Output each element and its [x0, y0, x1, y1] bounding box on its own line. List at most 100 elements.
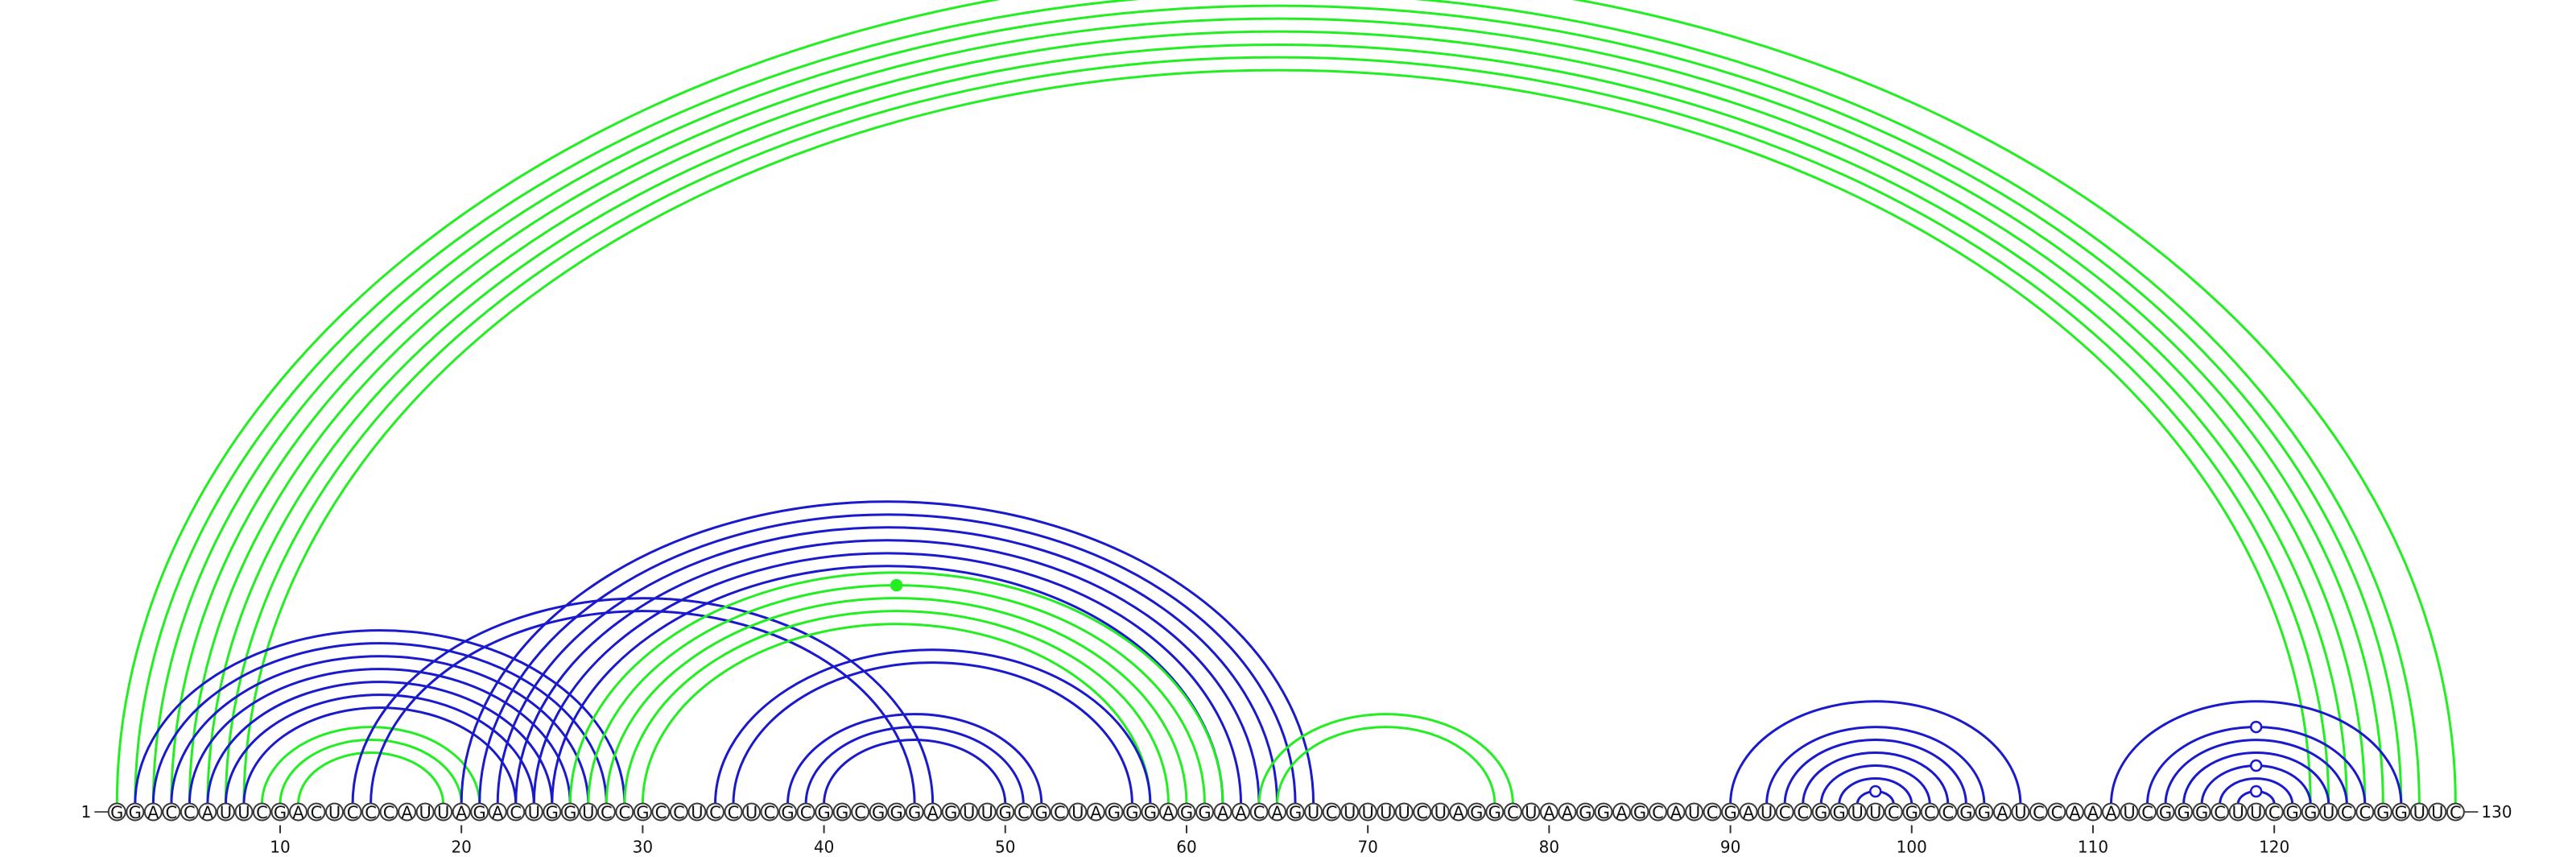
arc-38-52 — [786, 713, 1043, 805]
nucleotide-circle — [162, 802, 181, 822]
nucleotide-93: C — [1775, 802, 1794, 822]
nucleotide-letter: G — [781, 803, 794, 822]
nucleotide-letter: U — [1380, 803, 1392, 822]
nucleotide-98: U — [1866, 802, 1885, 822]
nucleotide-circle — [923, 802, 943, 822]
nucleotide-circle — [1938, 802, 1958, 822]
nucleotide-letter: U — [328, 803, 341, 822]
nucleotide-103: G — [1956, 802, 1975, 822]
nucleotide-47: G — [941, 802, 960, 822]
nucleotide-letter: G — [110, 803, 123, 822]
nucleotide-39: C — [796, 802, 815, 822]
nucleotide-88: U — [1685, 802, 1704, 822]
nucleotide-letter: G — [999, 803, 1012, 822]
nucleotide-circle — [941, 802, 960, 822]
arc-95-101 — [1819, 764, 1931, 805]
nucleotide-108: C — [2047, 802, 2066, 822]
nucleotide-circle — [325, 802, 345, 822]
arc-64-78 — [1257, 713, 1514, 805]
nucleotide-letter: C — [673, 803, 685, 822]
nucleotide-letter: C — [1707, 803, 1719, 822]
arc-7-123 — [224, 56, 2330, 805]
nucleotide-letter: G — [1959, 803, 1972, 822]
nucleotide-circle — [2319, 802, 2339, 822]
nucleotide-126: G — [2373, 802, 2392, 822]
nucleotide-circle — [887, 802, 906, 822]
arc-24-63 — [532, 552, 1243, 805]
nucleotide-72: U — [1394, 802, 1414, 822]
nucleotide-48: U — [960, 802, 979, 822]
nucleotide-letter: U — [1761, 803, 1773, 822]
arc-6-25 — [206, 681, 554, 805]
nucleotide-letter: G — [1125, 803, 1138, 822]
nucleotide-circle — [1232, 802, 1251, 822]
nucleotide-76: G — [1467, 802, 1486, 822]
tick-80: 80 — [1539, 825, 1559, 857]
nucleotide-79: U — [1521, 802, 1541, 822]
nucleotide-letter: U — [1398, 803, 1410, 822]
nucleotide-12: C — [307, 802, 326, 822]
nucleotide-circle — [2120, 802, 2139, 822]
nucleotide-59: A — [1158, 802, 1178, 822]
nucleotide-circle — [815, 802, 834, 822]
tick-label: 60 — [1176, 838, 1196, 857]
nucleotide-circle — [1920, 802, 1939, 822]
nucleotide-circle — [2228, 802, 2248, 822]
nucleotide-circle — [1358, 802, 1377, 822]
nucleotide-105: A — [1992, 802, 2012, 822]
arc-2-128 — [134, 0, 2421, 805]
nucleotide-17: A — [398, 802, 417, 822]
nucleotide-4: C — [162, 802, 181, 822]
nucleotide-circle — [1158, 802, 1178, 822]
nucleotide-66: G — [1286, 802, 1305, 822]
nucleotide-55: A — [1086, 802, 1105, 822]
nucleotide-25: G — [543, 802, 562, 822]
nucleotide-circle — [470, 802, 489, 822]
tick-label: 10 — [270, 838, 290, 857]
nucleotide-circle — [1775, 802, 1794, 822]
nucleotide-37: C — [760, 802, 779, 822]
nucleotide-circle — [1956, 802, 1975, 822]
nucleotide-letter: A — [1743, 803, 1755, 822]
nucleotide-22: A — [488, 802, 507, 822]
arc-markers — [890, 578, 2263, 798]
nucleotide-circle — [107, 802, 126, 822]
nucleotide-letter: C — [2268, 803, 2281, 822]
nucleotide-letter: G — [1833, 803, 1846, 822]
nucleotide-circle — [488, 802, 507, 822]
nucleotide-circle — [1649, 802, 1667, 822]
nucleotide-letter: U — [237, 803, 250, 822]
nucleotide-letter: A — [1453, 803, 1465, 822]
nucleotide-circle — [343, 802, 362, 822]
nucleotide-letter: C — [2141, 803, 2153, 822]
nucleotide-circle — [434, 802, 453, 822]
nucleotide-2: G — [126, 802, 145, 822]
arc-3-127 — [151, 4, 2403, 805]
nucleotide-85: G — [1630, 802, 1649, 822]
nucleotide-letter: U — [1307, 803, 1319, 822]
arc-93-103 — [1783, 739, 1967, 805]
arc-34-58 — [713, 648, 1152, 805]
nucleotide-letter: C — [1888, 803, 1900, 822]
nucleotide-107: C — [2029, 802, 2048, 822]
nucleotide-circle — [851, 802, 870, 822]
nucleotide-circle — [1703, 802, 1722, 822]
arc-28-60 — [605, 597, 1188, 805]
nucleotide-circle — [198, 802, 217, 822]
nucleotide-letter: C — [1326, 803, 1338, 822]
nucleotide-letter: G — [2177, 803, 2190, 822]
nucleotide-26: G — [560, 802, 580, 822]
nucleotide-letter: A — [927, 803, 939, 822]
nucleotide-87: A — [1666, 802, 1686, 822]
nucleotide-letter: C — [184, 803, 196, 822]
nucleotide-circle — [1685, 802, 1704, 822]
nucleotide-letter: C — [2341, 803, 2353, 822]
nucleotide-letter: U — [1435, 803, 1447, 822]
nucleotide-letter: A — [1090, 803, 1102, 822]
nucleotide-circle — [996, 802, 1015, 822]
base-pair-arcs — [115, 0, 2457, 805]
nucleotide-circle — [307, 802, 326, 822]
nucleotide-letter: C — [1507, 803, 1519, 822]
